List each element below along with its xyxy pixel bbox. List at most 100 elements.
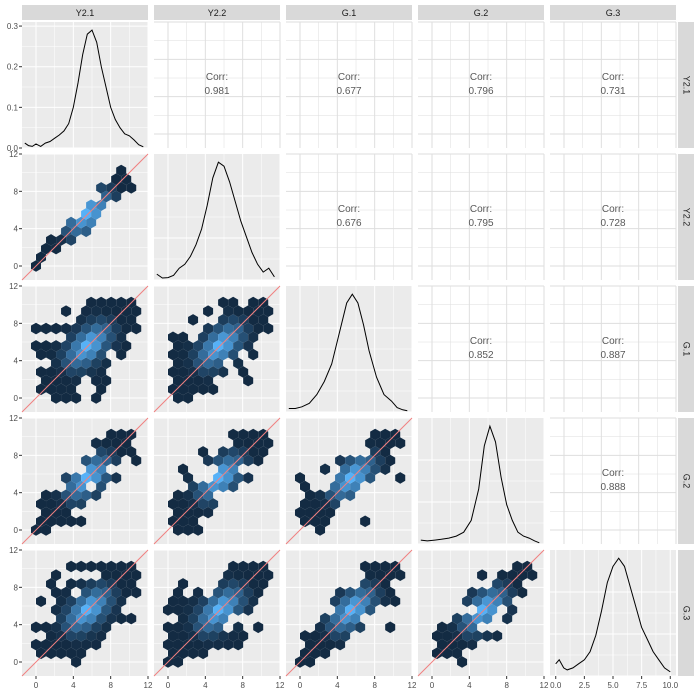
hexbin-cell [121,340,132,352]
hexbin-cell [193,638,204,651]
hexbin-cell [213,357,224,370]
hexbin-cell [111,190,122,203]
hexbin-cell [243,604,254,616]
x-tick-label: 8 [240,681,245,690]
hexbin-cell [51,322,62,335]
row-strip [678,154,694,280]
hexbin-cell [91,357,102,370]
hexbin-cell [228,314,239,326]
hexbin-cell [61,472,72,484]
hexbin-cell [96,331,107,344]
hexbin-cell [173,604,184,616]
hexbin-cell [345,604,356,616]
hexbin-cell [507,569,518,581]
hexbin-cell [96,463,107,476]
hexbin-cell [320,515,331,528]
hexbin-cell [325,506,336,519]
hexbin-cell [208,630,219,642]
hexbin-cell [198,612,209,625]
x-tick-label: 8 [372,681,377,690]
hexbin-cell [86,348,97,361]
hexbin-cell [36,366,47,378]
y-tick-label: 12 [9,282,18,291]
hexbin-cell [360,560,371,573]
hexbin-cell [248,595,259,608]
hexbin-cell [253,454,264,467]
hexbin-cell [81,322,92,335]
hexbin-cell [385,437,396,449]
hexbin-cell [390,595,401,608]
hexbin-cell [46,647,57,660]
hexbin-cell [233,357,244,370]
hexbin-cell [188,595,199,608]
hexbin-cell [116,578,127,590]
identity-line [153,549,281,677]
hexbin-cell [198,498,209,510]
y-tick-label: 4 [14,357,19,366]
hexbin-cell [370,595,381,608]
hexbin-cell [168,515,179,528]
hexbin-cell [365,437,376,449]
hexbin-cell [208,498,219,510]
hexbin-cell [106,612,117,625]
identity-line [21,285,149,413]
y-tick-label: 0.0 [7,144,19,153]
hexbin-cell [258,446,269,458]
hexbin-cell [168,647,179,660]
hexbin-cell [233,472,244,484]
hexbin-cell [385,569,396,581]
hexbin-cell [310,498,321,510]
hexbin-cell [66,578,77,590]
hexbin-cell [335,604,346,616]
hexbin-cell [380,578,391,590]
hexbin-cell [320,612,331,625]
hexbin-cell [365,569,376,581]
hexbin-cell [173,506,184,519]
hexbin-cell [198,446,209,458]
column-strip [286,5,412,20]
hexbin-cell [96,314,107,326]
hexbin-cell [330,498,341,510]
hexbin-cell [168,630,179,642]
row-strip-label: G.1 [682,342,692,357]
hexbin-cell [168,383,179,396]
hexbin-cell [96,595,107,608]
hexbin-cell [203,374,214,387]
correlation-label: Corr: [470,72,492,83]
hexbin-cell [81,357,92,370]
hexbin-cell [66,480,77,493]
correlation-value: 0.676 [336,218,361,229]
x-tick-label: 4 [467,681,472,690]
hexbin-cell [106,446,117,458]
hexbin-cell [116,428,127,441]
hexbin-cell [325,621,336,634]
hexbin-cell [51,638,62,651]
hexbin-cell [432,630,443,642]
hexbin-cell [462,612,473,625]
hexbin-cell [335,586,346,599]
hexbin-cell [325,638,336,651]
hexbin-cell [126,578,137,590]
hexbin-cell [203,305,214,317]
hexbin-cell [76,366,87,378]
hexbin-cell [243,586,254,599]
hexbin-cell [162,638,174,651]
hexbin-cell [36,498,47,510]
hexbin-cell [208,348,219,361]
hexbin-cell [116,331,127,344]
hexbin-cell [218,348,229,361]
hexbin-cell [330,630,341,642]
hexbin-cell [233,340,244,352]
hexbin-cell [111,437,122,449]
correlation-panel [286,154,412,280]
hexbin-cell [168,348,179,361]
hexbin-cell [375,437,386,449]
hexbin-cell [66,234,77,246]
hexbin-cell [447,638,458,651]
hexbin-cell [96,446,107,458]
hexbin-cell [81,638,92,651]
hexbin-cell [96,578,107,590]
hexbin-cell [258,314,269,326]
hexbin-cell [228,630,239,642]
hexbin-cell [198,348,209,361]
